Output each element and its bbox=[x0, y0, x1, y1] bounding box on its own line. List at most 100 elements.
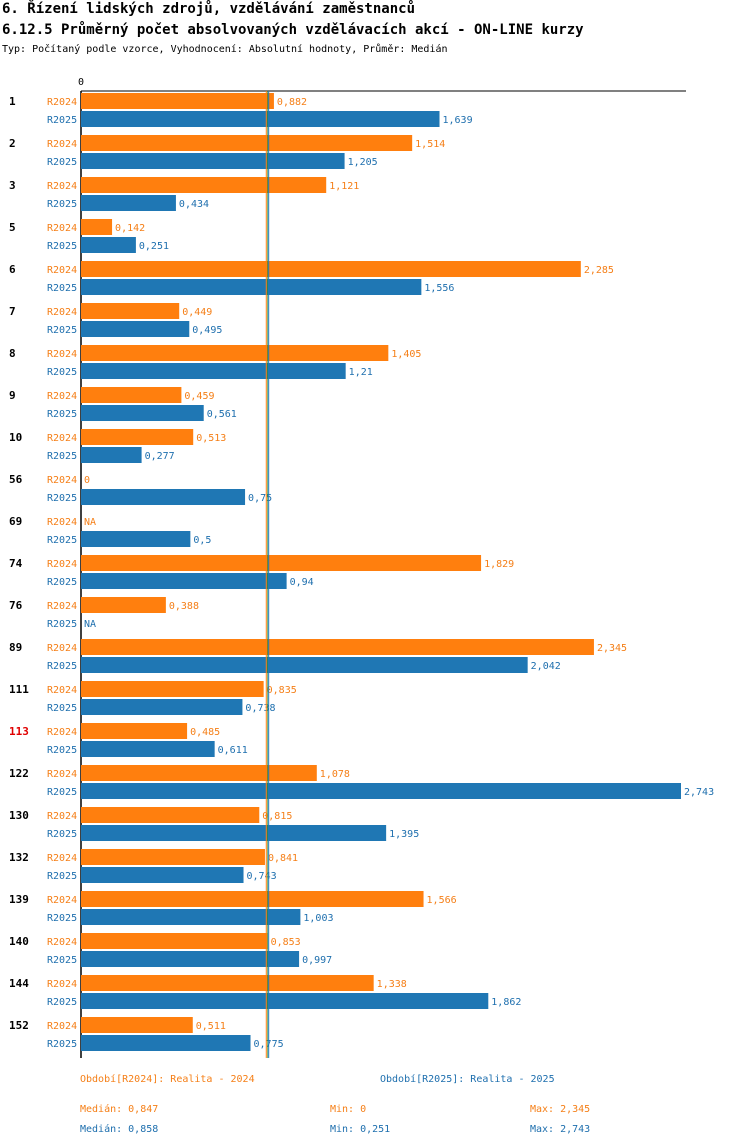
data-label-r2025: 0,434 bbox=[179, 199, 209, 210]
bar-r2024 bbox=[81, 849, 265, 865]
category-label: 76 bbox=[9, 599, 23, 612]
bar-r2024 bbox=[81, 1017, 193, 1033]
series-label-r2024: R2024 bbox=[47, 391, 77, 402]
data-label-r2025: 0,94 bbox=[290, 577, 314, 588]
data-label-r2024: 0,835 bbox=[267, 685, 297, 696]
series-label-r2024: R2024 bbox=[47, 97, 77, 108]
category-label: 139 bbox=[9, 893, 29, 906]
data-label-r2024: 0,388 bbox=[169, 601, 199, 612]
category-label: 132 bbox=[9, 851, 29, 864]
series-label-r2024: R2024 bbox=[47, 727, 77, 738]
bar-r2025 bbox=[81, 195, 176, 211]
series-label-r2024: R2024 bbox=[47, 139, 77, 150]
series-label-r2025: R2025 bbox=[47, 913, 77, 924]
data-label-r2024: 0,513 bbox=[196, 433, 226, 444]
category-label: 56 bbox=[9, 473, 23, 486]
category-label: 2 bbox=[9, 137, 16, 150]
data-label-r2025: 0,611 bbox=[218, 745, 248, 756]
series-label-r2025: R2025 bbox=[47, 997, 77, 1008]
bar-r2024 bbox=[81, 261, 581, 277]
bar-r2025 bbox=[81, 489, 246, 505]
bar-r2025 bbox=[81, 825, 387, 841]
data-label-r2025: 0,495 bbox=[192, 325, 222, 336]
series-label-r2025: R2025 bbox=[47, 493, 77, 504]
data-label-r2025: 0,251 bbox=[139, 241, 169, 252]
min-r2024: Min: 0 bbox=[330, 1104, 367, 1115]
series-label-r2024: R2024 bbox=[47, 937, 77, 948]
series-label-r2025: R2025 bbox=[47, 871, 77, 882]
min-r2025: Min: 0,251 bbox=[330, 1124, 391, 1135]
data-label-r2025: 0,738 bbox=[245, 703, 275, 714]
data-label-r2025: 2,042 bbox=[531, 661, 561, 672]
bar-r2025 bbox=[81, 741, 215, 757]
data-label-r2025: 0,5 bbox=[193, 535, 211, 546]
data-label-r2025: 1,21 bbox=[349, 367, 373, 378]
series-label-r2024: R2024 bbox=[47, 517, 77, 528]
data-label-r2025: 1,003 bbox=[303, 913, 333, 924]
series-label-r2025: R2025 bbox=[47, 745, 77, 756]
series-label-r2025: R2025 bbox=[47, 955, 77, 966]
category-label: 74 bbox=[9, 557, 23, 570]
data-label-r2024: 1,405 bbox=[391, 349, 421, 360]
series-label-r2024: R2024 bbox=[47, 685, 77, 696]
data-label-r2025: 0,743 bbox=[247, 871, 277, 882]
data-label-r2024: 0,511 bbox=[196, 1021, 226, 1032]
category-label: 152 bbox=[9, 1019, 29, 1032]
bar-r2024 bbox=[81, 933, 268, 949]
bar-r2025 bbox=[81, 111, 440, 127]
data-label-r2024: 1,566 bbox=[427, 895, 457, 906]
category-label: 144 bbox=[9, 977, 29, 990]
category-label: 122 bbox=[9, 767, 29, 780]
series-label-r2024: R2024 bbox=[47, 475, 77, 486]
data-label-r2025: 1,205 bbox=[348, 157, 378, 168]
series-label-r2025: R2025 bbox=[47, 451, 77, 462]
series-label-r2025: R2025 bbox=[47, 409, 77, 420]
bar-r2024 bbox=[81, 135, 413, 151]
data-label-r2025: 1,556 bbox=[424, 283, 454, 294]
bar-r2025 bbox=[81, 447, 142, 463]
series-label-r2024: R2024 bbox=[47, 349, 77, 360]
series-label-r2024: R2024 bbox=[47, 853, 77, 864]
data-label-r2024: 2,345 bbox=[597, 643, 627, 654]
series-label-r2025: R2025 bbox=[47, 325, 77, 336]
bar-r2025 bbox=[81, 951, 300, 967]
series-label-r2024: R2024 bbox=[47, 601, 77, 612]
category-label: 113 bbox=[9, 725, 29, 738]
bar-r2024 bbox=[81, 975, 374, 991]
bar-r2024 bbox=[81, 387, 182, 403]
chart-subtitle: Typ: Počítaný podle vzorce, Vyhodnocení:… bbox=[2, 44, 448, 55]
series-label-r2025: R2025 bbox=[47, 577, 77, 588]
x-axis-zero-label: 0 bbox=[78, 77, 84, 88]
bar-r2024 bbox=[81, 303, 180, 319]
bar-r2024 bbox=[81, 681, 264, 697]
data-label-r2024: 0,841 bbox=[268, 853, 298, 864]
series-label-r2025: R2025 bbox=[47, 283, 77, 294]
category-label: 1 bbox=[9, 95, 16, 108]
series-label-r2025: R2025 bbox=[47, 157, 77, 168]
data-label-r2024: 1,338 bbox=[377, 979, 407, 990]
bar-r2025 bbox=[81, 909, 301, 925]
bar-r2025 bbox=[81, 699, 243, 715]
bar-r2024 bbox=[81, 219, 113, 235]
data-label-r2024: 0,815 bbox=[262, 811, 292, 822]
series-label-r2025: R2025 bbox=[47, 241, 77, 252]
series-label-r2025: R2025 bbox=[47, 115, 77, 126]
data-label-r2024: 0,882 bbox=[277, 97, 307, 108]
category-label: 8 bbox=[9, 347, 16, 360]
data-label-r2025: 0,75 bbox=[248, 493, 272, 504]
section-title: 6. Řízení lidských zdrojů, vzdělávání za… bbox=[2, 1, 416, 17]
category-label: 3 bbox=[9, 179, 16, 192]
bar-r2025 bbox=[81, 531, 191, 547]
legend-r2024: Období[R2024]: Realita - 2024 bbox=[80, 1074, 255, 1085]
data-label-r2024: NA bbox=[84, 517, 96, 528]
data-label-r2024: 0 bbox=[84, 475, 90, 486]
category-label: 89 bbox=[9, 641, 22, 654]
series-label-r2025: R2025 bbox=[47, 619, 77, 630]
bar-r2024 bbox=[81, 765, 317, 781]
bar-r2024 bbox=[81, 93, 274, 109]
data-label-r2024: 2,285 bbox=[584, 265, 614, 276]
bar-r2025 bbox=[81, 153, 345, 169]
data-label-r2024: 0,853 bbox=[271, 937, 301, 948]
series-label-r2024: R2024 bbox=[47, 223, 77, 234]
series-label-r2025: R2025 bbox=[47, 535, 77, 546]
